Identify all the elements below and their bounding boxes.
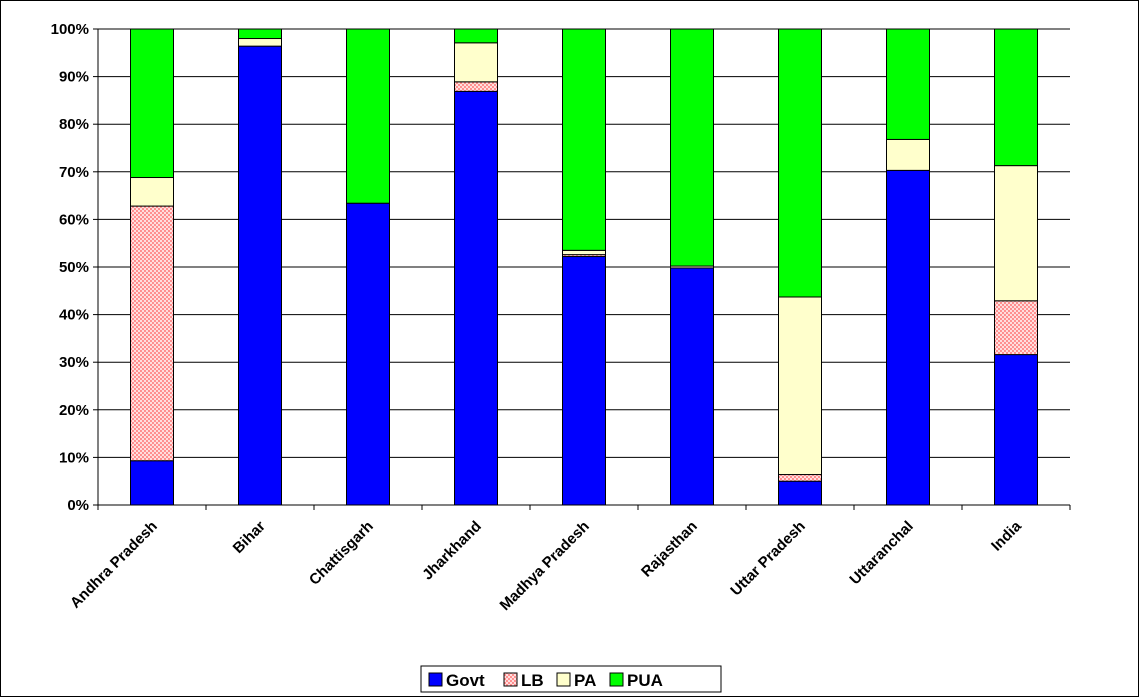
bar-segment-govt bbox=[346, 202, 390, 506]
legend-label-lb: LB bbox=[521, 671, 544, 690]
bar-segment-pua bbox=[454, 28, 498, 44]
x-category-label: Madhya Pradesh bbox=[497, 518, 593, 614]
axes bbox=[93, 28, 1071, 510]
bar-segment-pa bbox=[130, 177, 174, 207]
x-category-label: Uttaranchal bbox=[846, 518, 916, 588]
x-category-label: India bbox=[988, 517, 1025, 554]
y-tick-label: 20% bbox=[59, 402, 89, 419]
bar-segment-pua bbox=[670, 28, 714, 267]
legend-swatch-govt bbox=[428, 672, 443, 687]
bar-segment-pua bbox=[238, 28, 282, 40]
y-tick-label: 100% bbox=[51, 21, 89, 38]
bars bbox=[130, 28, 1038, 506]
y-axis-tick-labels: 0% 10% 20% 30% 40% 50% 60% 70% 80% 90% 100% bbox=[51, 21, 89, 514]
bar-segment-govt bbox=[994, 354, 1038, 506]
y-tick-label: 0% bbox=[67, 497, 89, 514]
bar-segment-govt bbox=[778, 480, 822, 506]
x-category-label: Jharkhand bbox=[419, 518, 485, 584]
legend-label-pa: PA bbox=[574, 671, 596, 690]
bar-segment-pua bbox=[994, 28, 1038, 167]
legend-swatch-pa bbox=[556, 672, 571, 687]
bar-segment-pua bbox=[886, 28, 930, 140]
bar-segment-lb bbox=[130, 205, 174, 462]
bar-segment-govt bbox=[670, 267, 714, 506]
legend: Govt LB PA PUA bbox=[420, 665, 722, 693]
x-category-label: Chattisgarh bbox=[306, 518, 377, 589]
legend-label-pua: PUA bbox=[627, 671, 663, 690]
y-tick-label: 50% bbox=[59, 259, 89, 276]
y-tick-label: 60% bbox=[59, 211, 89, 228]
bar-segment-govt bbox=[130, 460, 174, 506]
bar-segment-govt bbox=[238, 45, 282, 506]
y-tick-label: 80% bbox=[59, 116, 89, 133]
y-tick-label: 40% bbox=[59, 307, 89, 324]
bar-segment-pa bbox=[778, 296, 822, 476]
bar-segment-pua bbox=[130, 28, 174, 179]
x-category-label: Rajasthan bbox=[638, 518, 701, 581]
bar-segment-pa bbox=[886, 138, 930, 171]
x-axis-category-labels: Andhra Pradesh Bihar Chattisgarh Jharkhand M… bbox=[67, 517, 1025, 614]
bar-segment-pa bbox=[238, 38, 282, 47]
bar-segment-govt bbox=[562, 256, 606, 506]
legend-box bbox=[420, 665, 722, 693]
bar-segment-pua bbox=[346, 28, 390, 204]
bar-segment-pa bbox=[454, 42, 498, 83]
bar-segment-govt bbox=[454, 90, 498, 506]
y-tick-label: 10% bbox=[59, 449, 89, 466]
bar-segment-pua bbox=[562, 28, 606, 251]
x-category-label: Andhra Pradesh bbox=[67, 518, 161, 612]
x-category-label: Uttar Pradesh bbox=[727, 518, 809, 600]
legend-swatch-pua bbox=[609, 672, 624, 687]
x-category-label: Bihar bbox=[230, 518, 269, 557]
bar-segment-lb bbox=[454, 81, 498, 92]
legend-swatch-lb bbox=[503, 672, 518, 687]
bar-segment-pua bbox=[778, 28, 822, 298]
y-tick-label: 90% bbox=[59, 69, 89, 86]
y-tick-label: 30% bbox=[59, 354, 89, 371]
bar-segment-pa bbox=[994, 165, 1038, 302]
bar-segment-pa bbox=[562, 249, 606, 256]
bar-segment-govt bbox=[886, 169, 930, 506]
bar-segment-lb bbox=[994, 300, 1038, 356]
legend-label-govt: Govt bbox=[446, 671, 485, 690]
y-tick-label: 70% bbox=[59, 164, 89, 181]
bar-segment-lb bbox=[778, 474, 822, 482]
